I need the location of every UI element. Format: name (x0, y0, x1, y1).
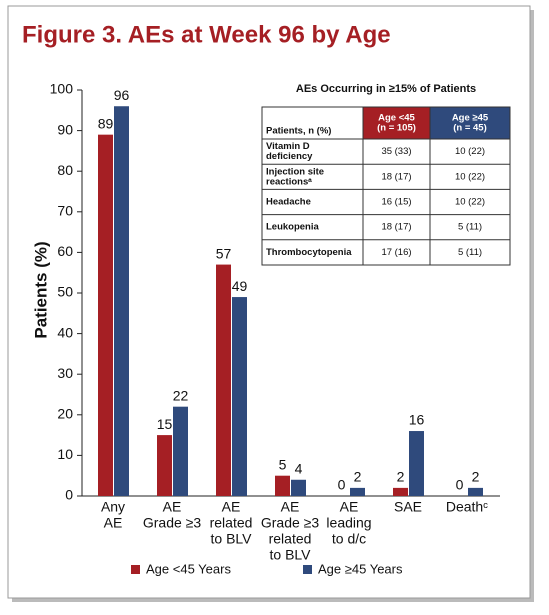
value-label: 15 (157, 416, 173, 432)
y-tick-label: 70 (57, 203, 73, 219)
x-tick-label: Any (101, 499, 125, 515)
x-tick-label: to BLV (270, 547, 312, 563)
table-header: (n = 105) (377, 123, 416, 134)
table-cell: 5 (11) (458, 247, 482, 258)
chart-title: Figure 3. AEs at Week 96 by Age (22, 21, 391, 48)
bar (275, 475, 290, 496)
x-tick-label: AE (340, 499, 359, 515)
bar (98, 134, 113, 496)
table-cell: deficiency (266, 151, 313, 162)
table-cell: 16 (15) (381, 197, 411, 208)
x-tick-label: AE (281, 499, 300, 515)
bar (393, 487, 408, 496)
table-cell: 18 (17) (381, 222, 411, 233)
table-header: Age <45 (378, 113, 415, 124)
frame (7, 5, 531, 599)
table-cell: Leukopenia (266, 222, 320, 233)
table-header: Patients, n (%) (266, 126, 331, 137)
value-label: 2 (472, 469, 480, 485)
legend-label: Age ≥45 Years (318, 561, 403, 576)
table-cell: Injection site (266, 166, 324, 177)
y-tick-label: 30 (57, 365, 73, 381)
table-cell: Vitamin D (266, 141, 310, 152)
y-tick-label: 100 (50, 81, 74, 97)
x-tick-label: AE (104, 515, 123, 531)
bar (173, 406, 188, 496)
value-label: 16 (409, 412, 425, 428)
table-header: Age ≥45 (452, 113, 489, 124)
value-label: 5 (279, 456, 287, 472)
value-label: 2 (354, 469, 362, 485)
value-label: 0 (338, 477, 346, 493)
value-label: 89 (98, 115, 114, 131)
y-tick-label: 80 (57, 162, 73, 178)
value-label: 22 (173, 387, 189, 403)
x-tick-label: Deathᶜ (446, 499, 488, 515)
legend-swatch (303, 565, 312, 574)
table-header-cell (430, 107, 510, 139)
bar (468, 487, 483, 496)
y-tick-label: 50 (57, 284, 73, 300)
legend-swatch (131, 565, 140, 574)
table-cell: 17 (16) (381, 247, 411, 258)
y-tick-label: 10 (57, 446, 73, 462)
x-tick-label: SAE (394, 499, 422, 515)
table-cell: 10 (22) (455, 171, 485, 182)
y-tick-label: 0 (65, 487, 73, 503)
x-tick-label: related (269, 531, 312, 547)
legend-label: Age <45 Years (146, 561, 231, 576)
table-cell: Thrombocytopenia (266, 247, 352, 258)
y-tick-label: 90 (57, 121, 73, 137)
bar (291, 479, 306, 496)
table-header-cell (363, 107, 430, 139)
x-tick-label: related (210, 515, 253, 531)
x-tick-label: Grade ≥3 (261, 515, 319, 531)
table-border (261, 106, 511, 266)
y-axis-label: Patients (%) (31, 241, 50, 338)
table-cell: 10 (22) (455, 146, 485, 157)
table-cell: 35 (33) (381, 146, 411, 157)
table-cell: 10 (22) (455, 197, 485, 208)
y-tick-label: 40 (57, 324, 73, 340)
table-cell: reactionsᵃ (266, 176, 312, 187)
x-tick-label: to BLV (211, 531, 253, 547)
y-tick-label: 60 (57, 243, 73, 259)
bar (157, 435, 172, 496)
table-cell: 5 (11) (458, 222, 482, 233)
bar (409, 431, 424, 496)
x-tick-label: AE (163, 499, 182, 515)
x-tick-label: AE (222, 499, 241, 515)
bar (350, 487, 365, 496)
value-label: 2 (397, 469, 405, 485)
table-cell: Headache (266, 197, 311, 208)
value-label: 57 (216, 245, 232, 261)
value-label: 4 (295, 460, 303, 476)
x-tick-label: to d/c (332, 531, 366, 547)
table-title: AEs Occurring in ≥15% of Patients (296, 83, 476, 95)
value-label: 49 (232, 278, 248, 294)
value-label: 0 (456, 477, 464, 493)
table-cell: 18 (17) (381, 171, 411, 182)
table-header: (n = 45) (453, 123, 487, 134)
x-tick-label: Grade ≥3 (143, 515, 201, 531)
value-label: 96 (114, 87, 130, 103)
bar (114, 106, 129, 497)
x-tick-label: leading (326, 515, 371, 531)
bar (232, 297, 247, 496)
y-tick-label: 20 (57, 406, 73, 422)
bar (216, 264, 231, 496)
